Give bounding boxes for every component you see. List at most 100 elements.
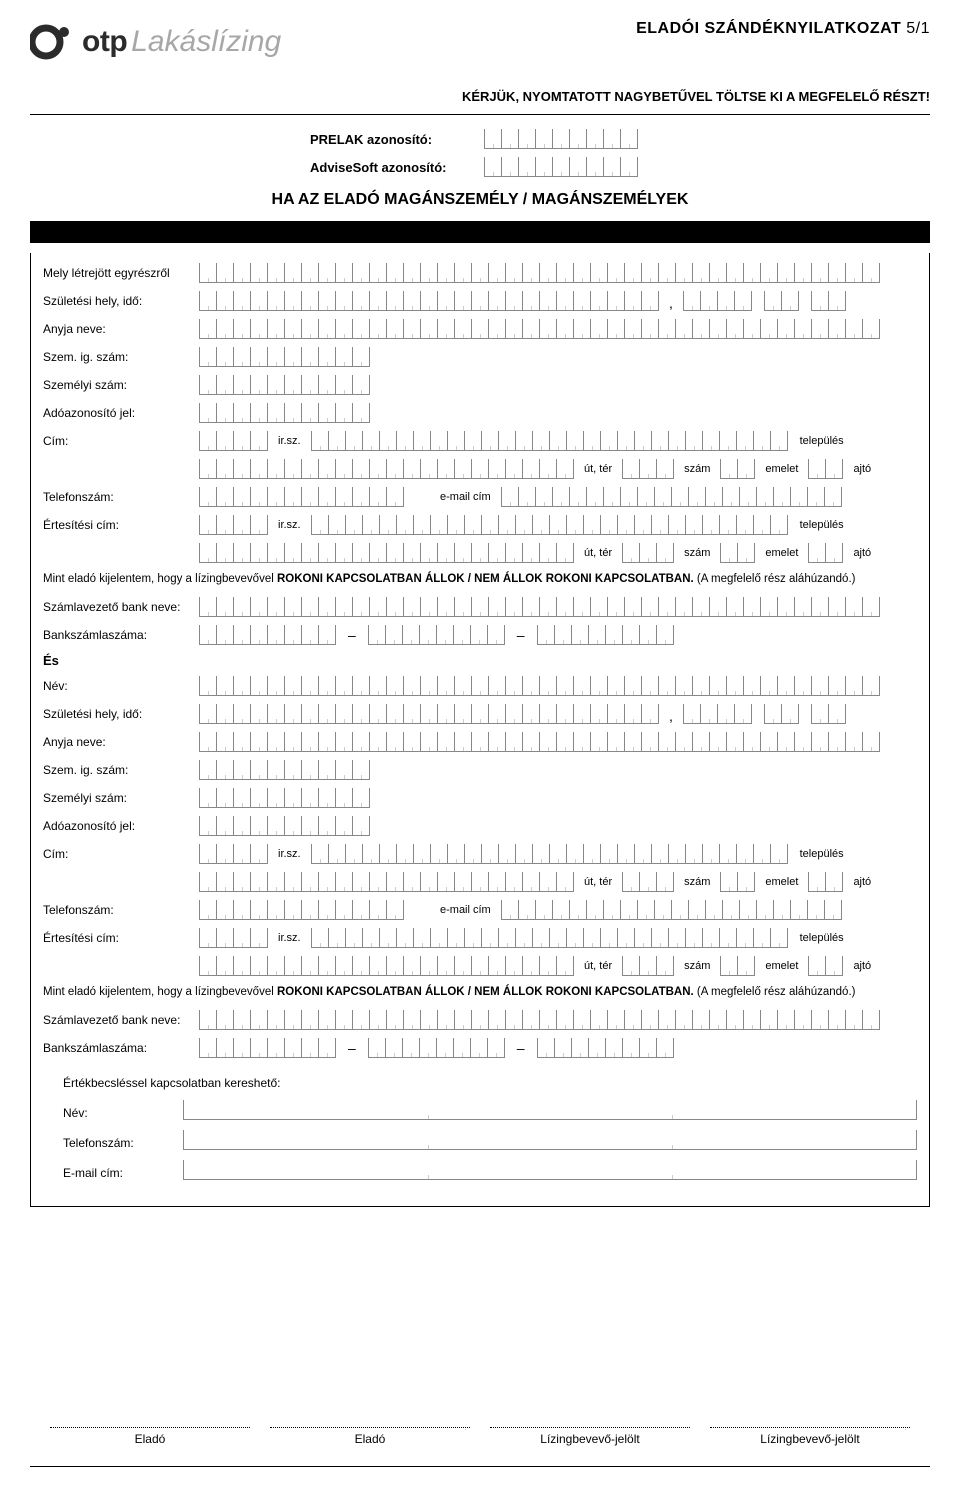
prelak-input[interactable]	[484, 129, 638, 149]
input-bszam1b[interactable]	[368, 625, 505, 645]
input-szul-ev2[interactable]	[683, 704, 752, 724]
input-szul-nap2[interactable]	[811, 704, 846, 724]
input-cim-irsz2[interactable]	[199, 844, 268, 864]
input-bszam1c[interactable]	[537, 625, 674, 645]
person-2-block: Név: Születési hely, idő: , Anyja neve: …	[43, 676, 917, 1058]
form-area: Mely létrejött egyrészről Születési hely…	[30, 253, 930, 1207]
input-ert-irsz2[interactable]	[199, 928, 268, 948]
input-cim-em2[interactable]	[720, 872, 755, 892]
txt-email: e-mail cím	[440, 491, 491, 503]
input-ert-ajto2[interactable]	[808, 956, 843, 976]
contact-tel-input[interactable]	[183, 1130, 917, 1150]
separator	[30, 114, 930, 115]
label-adoaz2: Adóazonosító jel:	[43, 819, 193, 833]
sig-lizing1: Lízingbevevő-jelölt	[490, 1427, 690, 1446]
input-ert-szam2[interactable]	[622, 956, 674, 976]
input-ert-utca2[interactable]	[199, 956, 574, 976]
input-szemelyi1[interactable]	[199, 375, 370, 395]
txt-ajto: ajtó	[853, 463, 871, 475]
label-bank1: Számlavezető bank neve:	[43, 600, 193, 614]
input-cim-telep1[interactable]	[311, 431, 788, 451]
input-szemig1[interactable]	[199, 347, 370, 367]
txt-ajto2: ajtó	[853, 547, 871, 559]
input-bank1[interactable]	[199, 597, 880, 617]
input-bszam2c[interactable]	[537, 1038, 674, 1058]
input-szemig2[interactable]	[199, 760, 370, 780]
input-email2[interactable]	[501, 900, 842, 920]
txt-telepules: település	[800, 435, 844, 447]
contact-box: Értékbecsléssel kapcsolatban kereshető: …	[43, 1076, 917, 1180]
input-szul-ho1[interactable]	[764, 291, 799, 311]
input-bszam2a[interactable]	[199, 1038, 336, 1058]
input-anyja2[interactable]	[199, 732, 880, 752]
signature-row: Eladó Eladó Lízingbevevő-jelölt Lízingbe…	[30, 1427, 930, 1446]
input-anyja1[interactable]	[199, 319, 880, 339]
input-szul-ev1[interactable]	[683, 291, 752, 311]
input-ert-telep1[interactable]	[311, 515, 788, 535]
input-bszam1a[interactable]	[199, 625, 336, 645]
input-email1[interactable]	[501, 487, 842, 507]
label-bankszam1: Bankszámlaszáma:	[43, 628, 193, 642]
input-cim-utca1[interactable]	[199, 459, 574, 479]
contact-nev-label: Név:	[63, 1106, 173, 1120]
person-1-block: Mely létrejött egyrészről Születési hely…	[43, 263, 917, 645]
label-szemelyi2: Személyi szám:	[43, 791, 193, 805]
label-tel1: Telefonszám:	[43, 490, 193, 504]
input-szemelyi2[interactable]	[199, 788, 370, 808]
label-szemig2: Szem. ig. szám:	[43, 763, 193, 777]
input-cim-szam2[interactable]	[622, 872, 674, 892]
advisesoft-label: AdviseSoft azonosító:	[310, 160, 470, 175]
input-cim-em1[interactable]	[720, 459, 755, 479]
label-cim1: Cím:	[43, 434, 193, 448]
sig-lizing2: Lízingbevevő-jelölt	[710, 1427, 910, 1446]
input-ert-irsz1[interactable]	[199, 515, 268, 535]
input-cim-utca2[interactable]	[199, 872, 574, 892]
input-ert-utca1[interactable]	[199, 543, 574, 563]
input-ert-szam1[interactable]	[622, 543, 674, 563]
contact-email-label: E-mail cím:	[63, 1166, 173, 1180]
contact-tel-label: Telefonszám:	[63, 1136, 173, 1150]
input-szul-nap1[interactable]	[811, 291, 846, 311]
txt-utter2: út, tér	[584, 547, 612, 559]
advisesoft-input[interactable]	[484, 157, 638, 177]
input-cim-szam1[interactable]	[622, 459, 674, 479]
page: otpLakáslízing ELADÓI SZÁNDÉKNYILATKOZAT…	[0, 0, 960, 1497]
input-letrejott[interactable]	[199, 263, 880, 283]
input-szul-hely1[interactable]	[199, 291, 659, 311]
contact-email-input[interactable]	[183, 1160, 917, 1180]
input-adoaz2[interactable]	[199, 816, 370, 836]
doc-title: ELADÓI SZÁNDÉKNYILATKOZAT 5/1	[636, 20, 930, 38]
input-bank2[interactable]	[199, 1010, 880, 1030]
black-bar	[30, 221, 930, 243]
label-szul2: Születési hely, idő:	[43, 707, 193, 721]
input-ert-em2[interactable]	[720, 956, 755, 976]
input-szul-hely2[interactable]	[199, 704, 659, 724]
label-cim2: Cím:	[43, 847, 193, 861]
page-indicator: 5/1	[906, 20, 930, 37]
footer-line	[30, 1466, 930, 1467]
label-ert2: Értesítési cím:	[43, 931, 193, 945]
label-adoaz1: Adóazonosító jel:	[43, 406, 193, 420]
label-anyja2: Anyja neve:	[43, 735, 193, 749]
input-nev2[interactable]	[199, 676, 880, 696]
input-ert-em1[interactable]	[720, 543, 755, 563]
input-szul-ho2[interactable]	[764, 704, 799, 724]
txt-szam2: szám	[684, 547, 710, 559]
input-ert-ajto1[interactable]	[808, 543, 843, 563]
input-cim-telep2[interactable]	[311, 844, 788, 864]
logo-text-bold: otp	[82, 25, 127, 58]
input-adoaz1[interactable]	[199, 403, 370, 423]
label-ert1: Értesítési cím:	[43, 518, 193, 532]
sig-elado2: Eladó	[270, 1427, 470, 1446]
input-cim-irsz1[interactable]	[199, 431, 268, 451]
input-cim-ajto2[interactable]	[808, 872, 843, 892]
input-tel2[interactable]	[199, 900, 404, 920]
input-tel1[interactable]	[199, 487, 404, 507]
input-bszam2b[interactable]	[368, 1038, 505, 1058]
contact-nev-input[interactable]	[183, 1100, 917, 1120]
label-szul1: Születési hely, idő:	[43, 294, 193, 308]
txt-telepules2: település	[800, 519, 844, 531]
input-ert-telep2[interactable]	[311, 928, 788, 948]
label-anyja1: Anyja neve:	[43, 322, 193, 336]
input-cim-ajto1[interactable]	[808, 459, 843, 479]
